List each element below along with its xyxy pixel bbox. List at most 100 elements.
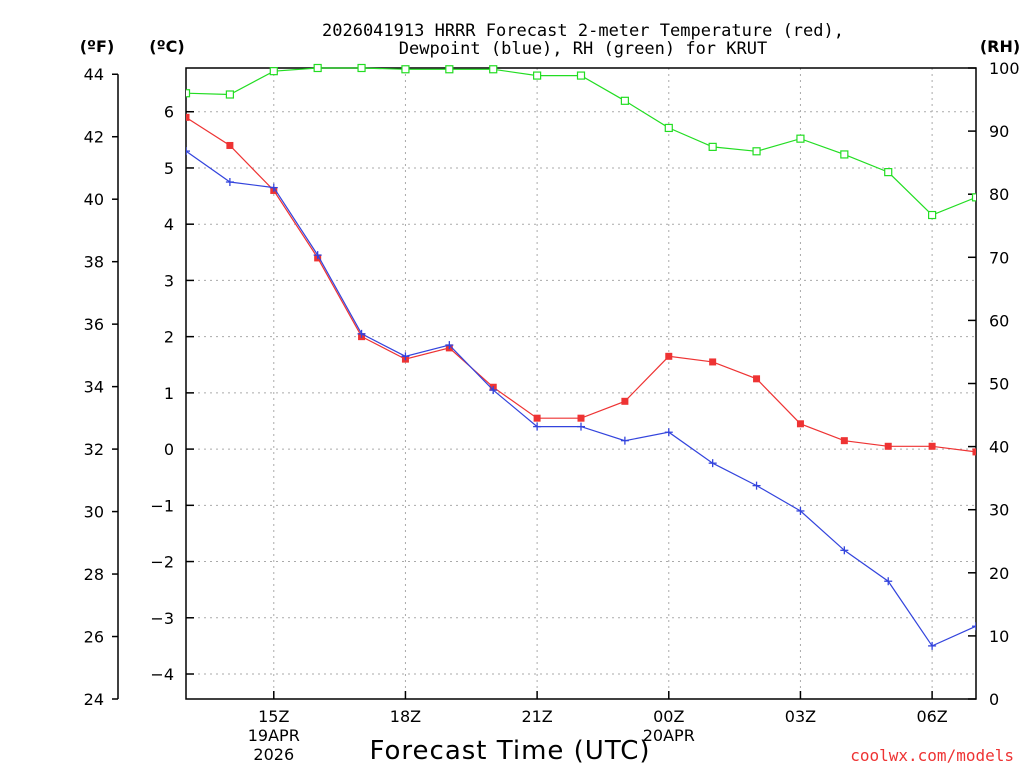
celsius-tick-label: 4 <box>164 215 174 234</box>
temperature-point <box>533 414 541 422</box>
rh-tick-label: 80 <box>989 185 1009 204</box>
x-tick-date-label: 19APR <box>248 726 300 745</box>
dewpoint-point <box>186 147 190 156</box>
celsius-tick-label: −4 <box>150 665 174 684</box>
fahrenheit-tick-label: 26 <box>84 628 104 647</box>
dewpoint-point <box>225 178 234 187</box>
rh-point <box>620 96 629 105</box>
rh-point <box>225 90 234 99</box>
temperature-point <box>928 442 936 450</box>
tick-labels: 2426283032343638404244−4−3−2−10123456010… <box>84 59 1020 764</box>
rh-tick-label: 40 <box>989 438 1009 457</box>
celsius-tick-label: −1 <box>150 496 174 515</box>
temperature-point <box>753 375 761 383</box>
rh-point <box>928 210 937 220</box>
fahrenheit-tick-label: 24 <box>84 690 104 709</box>
rh-tick-label: 20 <box>989 564 1009 583</box>
temperature-point <box>709 358 717 366</box>
celsius-tick-label: 1 <box>164 384 174 403</box>
fahrenheit-tick-label: 40 <box>84 190 104 209</box>
temperature-point <box>884 442 892 450</box>
rh-point <box>186 89 191 98</box>
x-tick-date-label: 20APR <box>643 726 695 745</box>
fahrenheit-tick-label: 42 <box>84 128 104 147</box>
rh-tick-label: 0 <box>989 690 999 709</box>
fahrenheit-tick-label: 44 <box>84 65 104 84</box>
rh-tick-label: 60 <box>989 311 1009 330</box>
gridlines <box>186 68 976 699</box>
dewpoint-point <box>401 352 410 361</box>
rh-point <box>269 67 278 76</box>
axes <box>112 67 977 700</box>
rh-point <box>576 71 586 80</box>
rh-point <box>489 65 498 74</box>
rh-point <box>971 193 976 202</box>
credit-label: coolwx.com/models <box>850 746 1014 765</box>
dewpoint-point <box>708 459 717 468</box>
temperature-point <box>840 437 848 445</box>
dewpoint-point <box>928 641 937 650</box>
temperature-line <box>186 116 976 453</box>
fahrenheit-tick-label: 34 <box>84 378 104 397</box>
x-tick-label: 21Z <box>521 707 552 726</box>
rh-tick-label: 90 <box>989 122 1009 141</box>
x-tick-label: 03Z <box>785 707 816 726</box>
rh-tick-label: 70 <box>989 248 1009 267</box>
dewpoint-point <box>972 622 976 631</box>
rh-point <box>401 65 410 74</box>
fahrenheit-tick-label: 32 <box>84 440 104 459</box>
dewpoint-point <box>313 251 322 260</box>
dewpoint-point <box>577 422 585 431</box>
dewpoint-point <box>357 329 366 338</box>
celsius-unit-label: (ºC) <box>149 37 184 56</box>
rh-point <box>357 63 366 73</box>
dewpoint-line <box>186 150 976 647</box>
dewpoint-point <box>796 506 805 515</box>
temperature-point <box>226 141 234 149</box>
temperature-point <box>621 397 629 405</box>
rh-tick-label: 50 <box>989 375 1009 394</box>
chart-title-line2: Dewpoint (blue), RH (green) for KRUT <box>399 39 767 59</box>
dewpoint-point <box>664 428 673 437</box>
rh-point <box>533 71 542 80</box>
rh-point <box>445 65 454 74</box>
plot-frame <box>185 67 977 700</box>
rh-point <box>313 63 322 73</box>
dewpoint-point <box>620 436 629 445</box>
rh-tick-label: 10 <box>989 627 1009 646</box>
dewpoint-point <box>752 481 761 490</box>
celsius-tick-label: 3 <box>164 271 174 290</box>
celsius-tick-label: −3 <box>150 609 174 628</box>
x-tick-label: 06Z <box>916 707 947 726</box>
fahrenheit-unit-label: (ºF) <box>80 37 115 56</box>
fahrenheit-tick-label: 30 <box>84 503 104 522</box>
celsius-tick-label: 6 <box>164 103 174 122</box>
chart-title-line1: 2026041913 HRRR Forecast 2-meter Tempera… <box>322 21 844 41</box>
x-tick-label: 15Z <box>258 707 289 726</box>
rh-point <box>708 142 717 151</box>
temperature-point <box>665 352 673 360</box>
rh-point <box>796 134 805 143</box>
x-tick-label: 00Z <box>653 707 684 726</box>
fahrenheit-tick-label: 28 <box>84 565 104 584</box>
dewpoint-point <box>445 341 454 350</box>
x-tick-year-label: 2026 <box>253 745 294 764</box>
rh-unit-label: (RH) <box>980 37 1020 56</box>
celsius-tick-label: 0 <box>164 440 174 459</box>
dewpoint-point <box>269 183 278 192</box>
rh-line <box>186 67 976 216</box>
rh-tick-label: 100 <box>989 59 1020 78</box>
temperature-point <box>972 448 976 456</box>
rh-point <box>884 168 893 177</box>
temperature-point <box>186 113 190 121</box>
dewpoint-point <box>489 386 498 395</box>
data-series <box>186 63 976 650</box>
celsius-tick-label: 5 <box>164 159 174 178</box>
fahrenheit-tick-label: 38 <box>84 253 104 272</box>
fahrenheit-tick-label: 36 <box>84 315 104 334</box>
rh-point <box>840 150 849 159</box>
x-axis-title: Forecast Time (UTC) <box>369 736 650 766</box>
dewpoint-point <box>884 577 893 586</box>
celsius-tick-label: 2 <box>164 328 174 347</box>
